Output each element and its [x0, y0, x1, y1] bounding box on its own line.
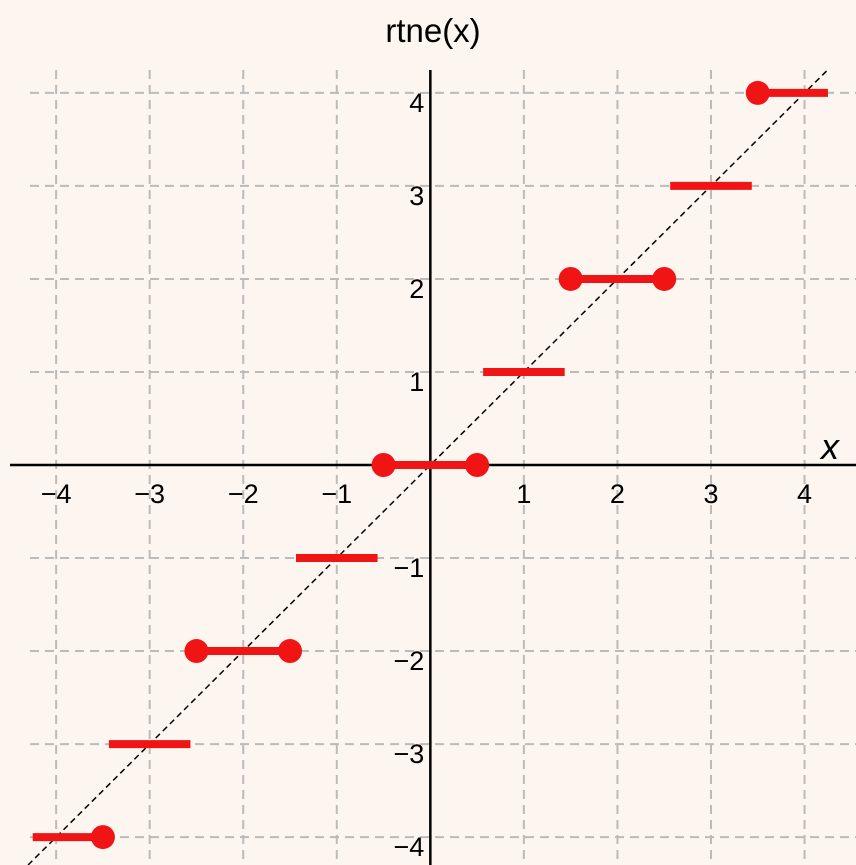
y-tick-label: −1 — [394, 553, 425, 583]
closed-endpoint — [372, 453, 396, 477]
x-tick-label: 4 — [797, 479, 812, 509]
y-tick-label: −3 — [394, 739, 425, 769]
x-axis-label: x — [819, 426, 841, 467]
closed-endpoint — [91, 825, 115, 849]
closed-endpoint — [559, 267, 583, 291]
closed-endpoint — [465, 453, 489, 477]
x-tick-label: −1 — [321, 479, 352, 509]
x-tick-label: 2 — [610, 479, 625, 509]
closed-endpoint — [278, 639, 302, 663]
x-tick-label: −2 — [228, 479, 259, 509]
x-tick-label: 1 — [516, 479, 531, 509]
x-tick-label: −4 — [41, 479, 72, 509]
chart-title: rtne(x) — [385, 12, 480, 49]
y-tick-label: 1 — [409, 367, 424, 397]
closed-endpoint — [746, 81, 770, 105]
y-tick-label: 2 — [409, 274, 424, 304]
y-tick-label: 4 — [409, 88, 424, 118]
x-tick-label: 3 — [703, 479, 718, 509]
chart: rtne(x) −4−3−2−11234−4−3−2−11234x — [0, 0, 856, 865]
x-tick-label: −3 — [134, 479, 165, 509]
closed-endpoint — [184, 639, 208, 663]
y-tick-label: −4 — [394, 832, 425, 862]
closed-endpoint — [652, 267, 676, 291]
y-tick-label: 3 — [409, 181, 424, 211]
y-tick-label: −2 — [394, 646, 425, 676]
